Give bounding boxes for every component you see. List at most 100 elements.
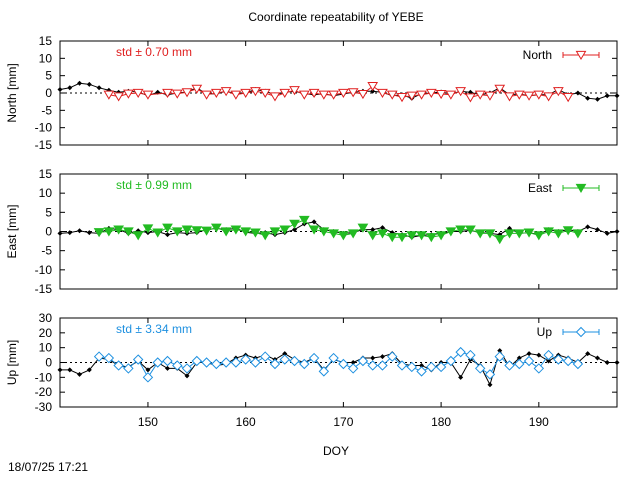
east-data-point <box>113 225 125 235</box>
north-legend-marker <box>575 50 587 61</box>
x-tick-label: 150 <box>138 415 158 429</box>
east-data-point <box>328 229 339 239</box>
east-data-point <box>543 227 554 237</box>
up-data-point <box>269 358 281 370</box>
east-reference-point <box>67 230 73 236</box>
east-data-point <box>123 227 134 237</box>
east-data-point <box>230 225 242 235</box>
north-data-point <box>191 84 203 94</box>
east-data-point <box>132 231 144 241</box>
up-data-point <box>152 357 163 368</box>
up-data-point <box>494 351 505 362</box>
north-data-point <box>230 90 242 100</box>
up-data-point <box>416 366 427 377</box>
east-data-point <box>259 231 271 241</box>
up-data-point <box>308 352 320 364</box>
north-data-point <box>269 92 281 102</box>
up-data-point <box>103 352 115 364</box>
chart-title: Coordinate repeatability of YEBE <box>248 10 423 24</box>
east-ytick-label: 15 <box>39 167 53 181</box>
north-ytick-label: -15 <box>35 138 53 152</box>
north-reference-point <box>77 80 83 86</box>
north-std-label: std ± 0.70 mm <box>116 45 192 59</box>
up-data-point <box>132 354 144 365</box>
up-reference-point <box>77 371 83 377</box>
up-data-point <box>504 360 515 371</box>
north-data-point <box>259 88 271 99</box>
east-data-point <box>279 225 291 235</box>
north-data-point <box>377 88 388 99</box>
up-reference-point <box>594 355 600 361</box>
up-data-point <box>113 360 124 371</box>
east-data-point <box>445 227 457 237</box>
north-reference-point <box>370 88 376 94</box>
north-reference-point <box>604 93 610 99</box>
north-ytick-label: 5 <box>45 69 52 83</box>
up-data-point <box>474 363 486 374</box>
up-data-point <box>562 355 574 367</box>
north-data-point <box>181 88 193 98</box>
up-data-point <box>572 358 584 370</box>
up-reference-point <box>526 351 532 357</box>
up-data-point <box>445 355 457 367</box>
up-std-label: std ± 3.34 mm <box>116 322 192 336</box>
north-data-point <box>406 91 418 101</box>
north-data-point <box>328 90 339 100</box>
up-data-point <box>289 355 300 367</box>
up-data-point <box>426 361 437 373</box>
up-data-point <box>465 349 476 361</box>
east-reference-point <box>379 225 385 231</box>
east-reference-point <box>86 230 92 236</box>
north-data-point <box>552 87 564 97</box>
up-data-point <box>338 358 349 370</box>
up-data-point <box>396 360 408 371</box>
up-data-point <box>220 357 232 368</box>
north-data-point <box>298 90 310 100</box>
up-data-point <box>357 355 369 367</box>
north-data-point <box>240 88 252 99</box>
up-reference-point <box>379 354 385 360</box>
east-data-point <box>533 231 545 241</box>
north-data-point <box>142 90 154 100</box>
east-frame <box>59 173 618 290</box>
north-reference-point <box>86 81 92 87</box>
east-data-point <box>318 227 330 237</box>
east-reference-point <box>77 228 83 234</box>
up-data-point <box>93 351 105 362</box>
up-reference-point <box>184 373 190 379</box>
up-data-point <box>543 349 554 361</box>
up-ytick-label: -30 <box>35 400 53 414</box>
up-data-point <box>181 363 193 374</box>
up-data-point <box>435 361 447 373</box>
north-legend-label: North <box>523 48 552 62</box>
x-tick-label: 180 <box>431 415 451 429</box>
north-data-point <box>210 88 222 99</box>
east-data-point <box>406 231 418 241</box>
east-data-point <box>494 235 506 245</box>
up-data-point <box>230 357 242 368</box>
east-data-point <box>250 228 261 238</box>
east-data-point <box>562 226 574 236</box>
east-data-point <box>377 229 388 239</box>
up-ytick-label: 0 <box>45 356 52 370</box>
up-data-point <box>211 358 222 370</box>
up-data-point <box>347 363 359 374</box>
up-reference-point <box>487 382 493 388</box>
east-reference-point <box>594 227 600 233</box>
east-legend-label: East <box>528 181 553 195</box>
up-reference-point <box>497 348 503 354</box>
north-data-point <box>386 90 398 100</box>
north-data-point <box>484 91 496 101</box>
up-data-point <box>377 360 388 371</box>
east-data-point <box>347 229 359 239</box>
north-data-point <box>445 90 457 100</box>
north-data-point <box>494 84 506 94</box>
north-frame <box>59 40 618 146</box>
east-reference-point <box>585 224 591 230</box>
east-reference-point <box>370 227 376 233</box>
east-data-point <box>455 225 467 235</box>
north-reference-point <box>585 95 591 101</box>
east-data-point <box>220 227 232 237</box>
north-ytick-label: 15 <box>39 34 53 48</box>
x-axis-label: DOY <box>323 444 349 458</box>
